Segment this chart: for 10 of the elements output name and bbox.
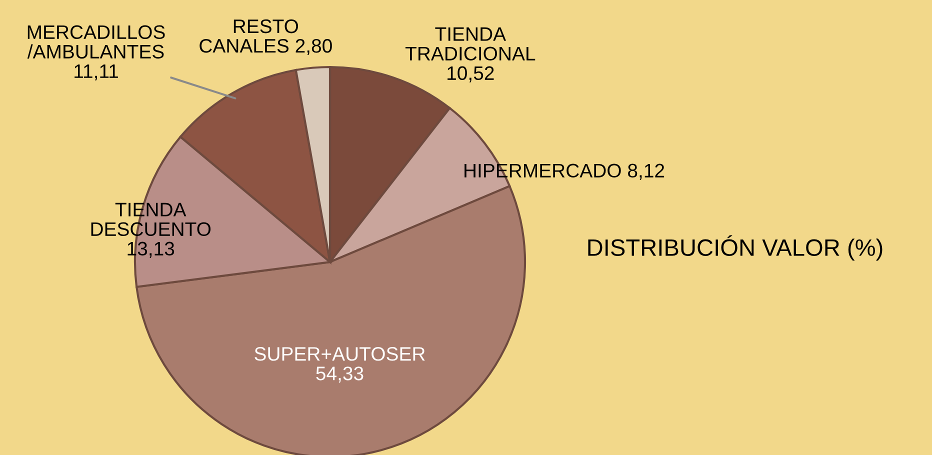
slice-label: TIENDA DESCUENTO — [91, 202, 211, 236]
data-label: 10,52 — [448, 66, 494, 82]
data-label: 13,13 — [128, 242, 174, 258]
data-label: 11,11 — [74, 64, 118, 80]
slice-label: TIENDA TRADICIONAL — [405, 27, 536, 61]
text: DISTRIBUCIÓN VALOR (%) — [588, 235, 882, 261]
data-label: 54,33 — [316, 366, 364, 383]
slice-label: SUPER+AUTOSER — [254, 347, 425, 361]
slice-label: MERCADILLOS /AMBULANTES — [27, 25, 165, 59]
slice-label: RESTO CANALES 2,80 — [200, 19, 332, 56]
